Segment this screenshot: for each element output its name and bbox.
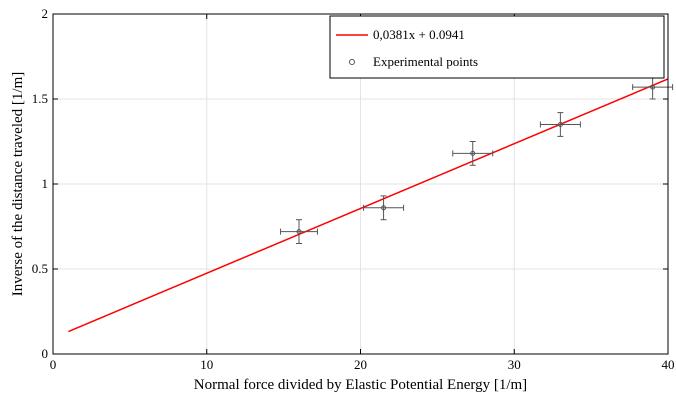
y-tick-label: 2 bbox=[42, 6, 49, 21]
point-marker bbox=[650, 84, 656, 90]
x-tick-label: 0 bbox=[50, 357, 57, 372]
x-tick-label: 40 bbox=[662, 357, 675, 372]
x-axis-label: Normal force divided by Elastic Potentia… bbox=[194, 377, 527, 393]
tick-labels: 0 10 20 30 40 0 0.5 1 1.5 2 bbox=[32, 6, 675, 372]
x-tick-label: 10 bbox=[200, 357, 213, 372]
legend-points-label: Experimental points bbox=[373, 54, 478, 69]
data-point bbox=[280, 219, 318, 244]
data-point bbox=[539, 112, 581, 137]
legend-fit-label: 0,0381x + 0.0941 bbox=[373, 27, 465, 42]
point-marker bbox=[381, 205, 387, 211]
y-tick-label: 1.5 bbox=[32, 91, 48, 106]
plot-area bbox=[68, 74, 674, 333]
x-tick-label: 20 bbox=[354, 357, 367, 372]
legend-point-swatch bbox=[349, 59, 355, 65]
point-marker bbox=[470, 150, 476, 156]
fit-line bbox=[68, 78, 669, 333]
axes-frame bbox=[52, 13, 669, 355]
y-tick-label: 0 bbox=[42, 346, 49, 361]
x-tick-label: 30 bbox=[508, 357, 521, 372]
data-point bbox=[363, 195, 405, 221]
y-tick-label: 0.5 bbox=[32, 261, 48, 276]
legend: 0,0381x + 0.0941 Experimental points bbox=[329, 15, 665, 79]
y-tick-label: 1 bbox=[42, 176, 49, 191]
y-axis-label: Inverse of the distance traveled [1/m] bbox=[10, 72, 26, 297]
data-point bbox=[452, 141, 494, 166]
point-marker bbox=[296, 229, 302, 235]
point-marker bbox=[557, 122, 563, 127]
legend-box bbox=[329, 15, 665, 79]
